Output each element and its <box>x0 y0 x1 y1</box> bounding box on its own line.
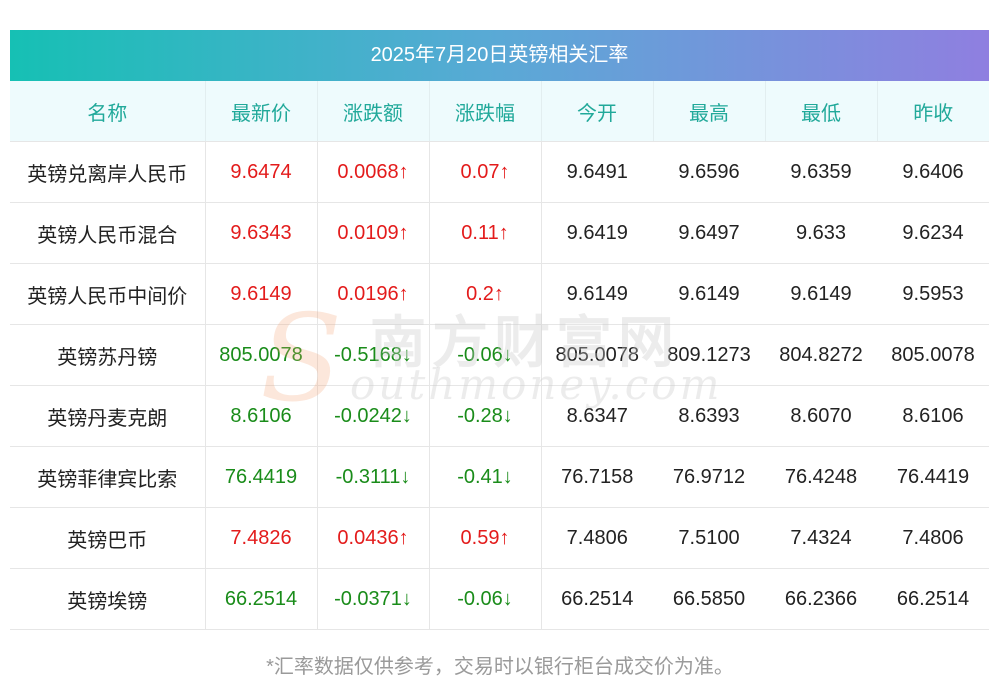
header-open: 今开 <box>541 81 654 142</box>
header-change: 涨跌额 <box>317 81 430 142</box>
header-prev-close: 昨收 <box>877 81 989 142</box>
cell-high: 9.6596 <box>653 141 765 203</box>
cell-latest: 76.4419 <box>205 446 318 508</box>
cell-name: 英镑苏丹镑 <box>10 324 206 386</box>
cell-change: -0.0242↓ <box>317 385 430 447</box>
cell-low: 66.2366 <box>765 568 877 630</box>
cell-prev-close: 9.6406 <box>877 141 989 203</box>
cell-low: 7.4324 <box>765 507 877 569</box>
table-title: 2025年7月20日英镑相关汇率 <box>10 30 989 81</box>
cell-high: 9.6149 <box>653 263 765 325</box>
cell-prev-close: 805.0078 <box>877 324 989 386</box>
table-row: 英镑人民币混合 9.6343 0.0109↑ 0.11↑ 9.6419 9.6497 9.6… <box>10 202 989 264</box>
header-change-pct: 涨跌幅 <box>429 81 542 142</box>
cell-low: 9.6359 <box>765 141 877 203</box>
table-row: 英镑苏丹镑 805.0078 -0.5168↓ -0.06↓ 805.0078 809.1… <box>10 324 989 386</box>
cell-latest: 66.2514 <box>205 568 318 630</box>
cell-change: 0.0109↑ <box>317 202 430 264</box>
cell-open: 9.6491 <box>541 141 653 203</box>
rate-table-panel: 2025年7月20日英镑相关汇率 名称 最新价 涨跌额 涨跌幅 今开 最高 最低… <box>10 30 989 630</box>
cell-low: 8.6070 <box>765 385 877 447</box>
cell-change-pct: 0.2↑ <box>429 263 542 325</box>
cell-change-pct: -0.41↓ <box>429 446 542 508</box>
cell-change-pct: 0.11↑ <box>429 202 542 264</box>
header-latest: 最新价 <box>205 81 318 142</box>
cell-open: 76.7158 <box>541 446 653 508</box>
cell-latest: 9.6149 <box>205 263 318 325</box>
cell-high: 809.1273 <box>653 324 765 386</box>
table-row: 英镑丹麦克朗 8.6106 -0.0242↓ -0.28↓ 8.6347 8.6393 8.… <box>10 385 989 447</box>
cell-open: 66.2514 <box>541 568 653 630</box>
cell-change-pct: -0.06↓ <box>429 324 542 386</box>
header-low: 最低 <box>765 81 878 142</box>
cell-open: 805.0078 <box>541 324 653 386</box>
cell-prev-close: 76.4419 <box>877 446 989 508</box>
cell-low: 76.4248 <box>765 446 877 508</box>
cell-high: 9.6497 <box>653 202 765 264</box>
cell-low: 804.8272 <box>765 324 877 386</box>
table-row: 英镑人民币中间价 9.6149 0.0196↑ 0.2↑ 9.6149 9.6149 9.6… <box>10 263 989 325</box>
cell-change: 0.0436↑ <box>317 507 430 569</box>
header-high: 最高 <box>653 81 766 142</box>
cell-change: -0.0371↓ <box>317 568 430 630</box>
cell-name: 英镑巴币 <box>10 507 206 569</box>
cell-change-pct: 0.59↑ <box>429 507 542 569</box>
cell-change-pct: 0.07↑ <box>429 141 542 203</box>
cell-name: 英镑兑离岸人民币 <box>10 141 206 203</box>
cell-prev-close: 7.4806 <box>877 507 989 569</box>
cell-change: -0.5168↓ <box>317 324 430 386</box>
cell-change: -0.3111↓ <box>317 446 430 508</box>
table-row: 英镑巴币 7.4826 0.0436↑ 0.59↑ 7.4806 7.5100 7.4324… <box>10 507 989 569</box>
table-row: 英镑埃镑 66.2514 -0.0371↓ -0.06↓ 66.2514 66.5850 6… <box>10 568 989 630</box>
cell-name: 英镑埃镑 <box>10 568 206 630</box>
cell-change-pct: -0.28↓ <box>429 385 542 447</box>
exchange-rate-table: 名称 最新价 涨跌额 涨跌幅 今开 最高 最低 昨收 英镑兑离岸人民币 9.647… <box>10 81 989 630</box>
cell-latest: 9.6474 <box>205 141 318 203</box>
footnote: *汇率数据仅供参考，交易时以银行柜台成交价为准。 <box>266 656 734 678</box>
cell-latest: 805.0078 <box>205 324 318 386</box>
cell-latest: 9.6343 <box>205 202 318 264</box>
cell-name: 英镑人民币混合 <box>10 202 206 264</box>
table-row: 英镑兑离岸人民币 9.6474 0.0068↑ 0.07↑ 9.6491 9.6596 9.… <box>10 141 989 203</box>
cell-prev-close: 9.5953 <box>877 263 989 325</box>
cell-high: 76.9712 <box>653 446 765 508</box>
cell-low: 9.6149 <box>765 263 877 325</box>
cell-latest: 8.6106 <box>205 385 318 447</box>
cell-change-pct: -0.06↓ <box>429 568 542 630</box>
cell-name: 英镑人民币中间价 <box>10 263 206 325</box>
cell-open: 9.6419 <box>541 202 653 264</box>
header-name: 名称 <box>10 81 206 142</box>
cell-prev-close: 8.6106 <box>877 385 989 447</box>
cell-open: 7.4806 <box>541 507 653 569</box>
cell-high: 8.6393 <box>653 385 765 447</box>
table-header-row: 名称 最新价 涨跌额 涨跌幅 今开 最高 最低 昨收 <box>10 81 989 142</box>
cell-change: 0.0068↑ <box>317 141 430 203</box>
cell-prev-close: 9.6234 <box>877 202 989 264</box>
cell-open: 9.6149 <box>541 263 653 325</box>
cell-open: 8.6347 <box>541 385 653 447</box>
cell-high: 7.5100 <box>653 507 765 569</box>
table-row: 英镑菲律宾比索 76.4419 -0.3111↓ -0.41↓ 76.7158 76.97… <box>10 446 989 508</box>
cell-latest: 7.4826 <box>205 507 318 569</box>
cell-name: 英镑菲律宾比索 <box>10 446 206 508</box>
cell-name: 英镑丹麦克朗 <box>10 385 206 447</box>
cell-change: 0.0196↑ <box>317 263 430 325</box>
cell-high: 66.5850 <box>653 568 765 630</box>
cell-prev-close: 66.2514 <box>877 568 989 630</box>
cell-low: 9.633 <box>765 202 877 264</box>
